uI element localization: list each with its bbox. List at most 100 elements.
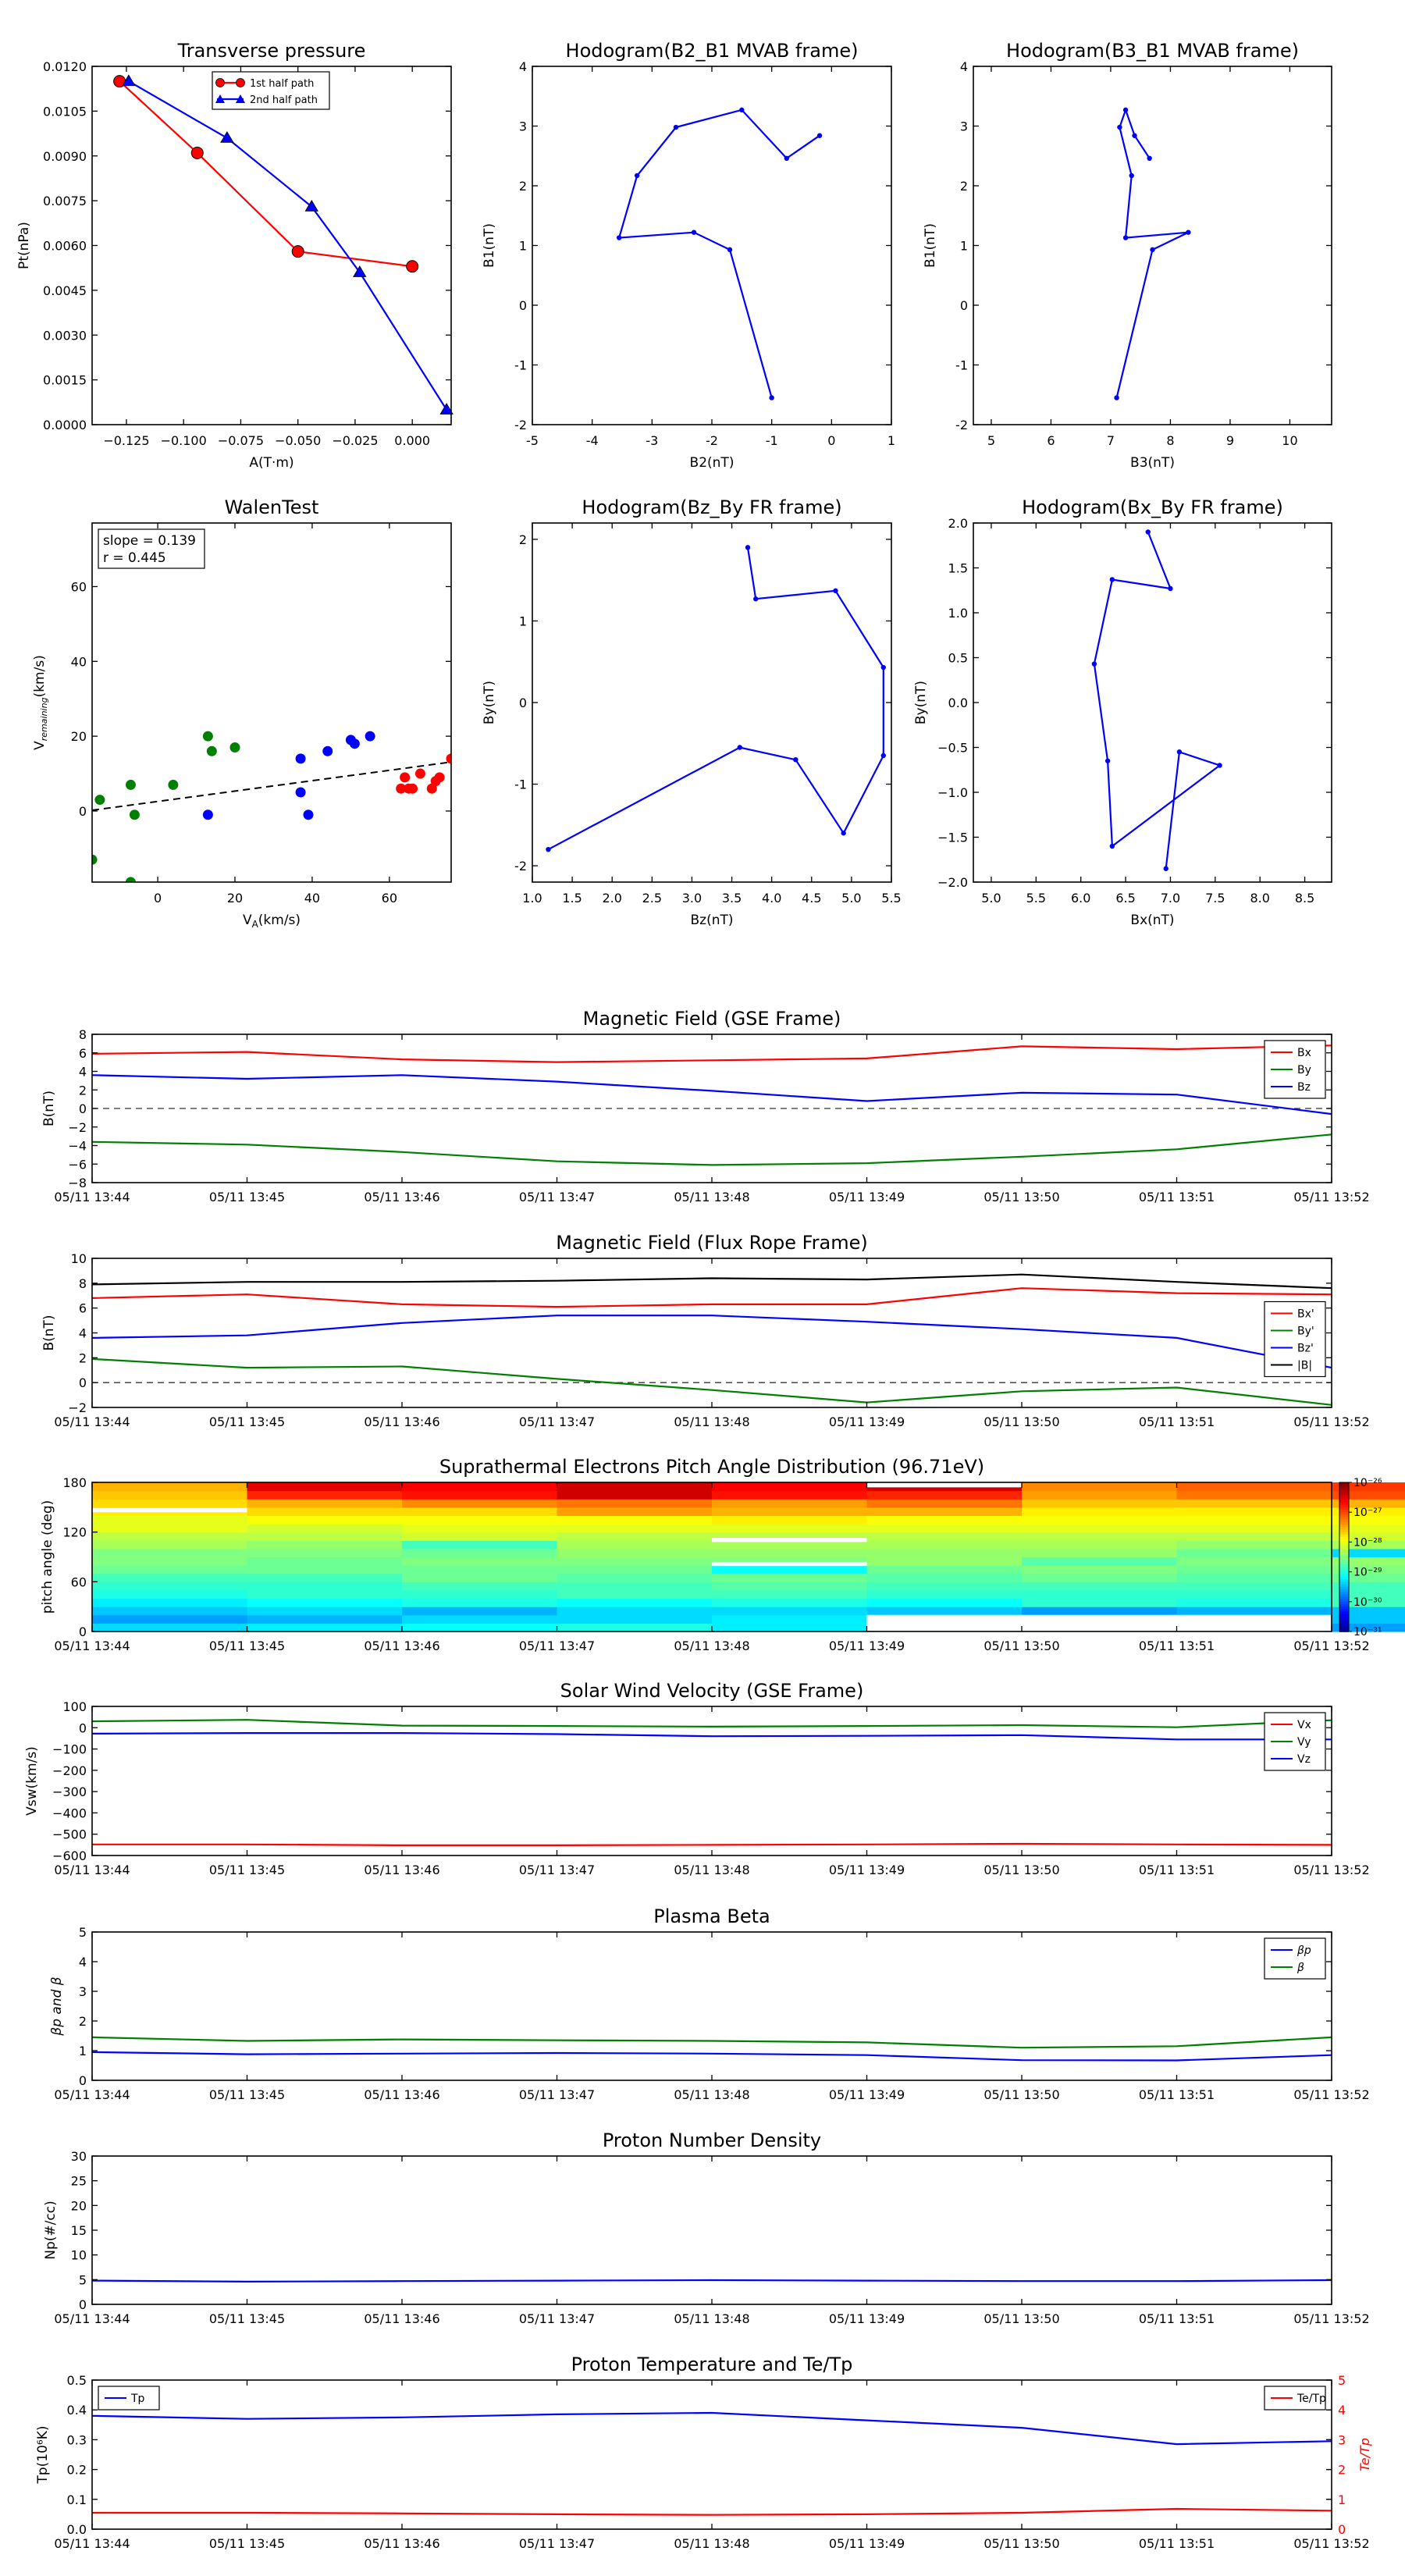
tp-legend-marker	[215, 78, 225, 87]
walen-ylabel-main: V	[32, 741, 48, 750]
h3-xtick-label: 1.5	[562, 891, 582, 906]
vel-chart: Solar Wind Velocity (GSE Frame) 05/11 13:…	[24, 1680, 1370, 1877]
h4-xtick-label: 7.5	[1205, 891, 1225, 906]
pad-colorbar-step	[1339, 1525, 1349, 1528]
walen-data-point	[407, 783, 418, 794]
walen-data-point	[446, 753, 451, 764]
pad-cell	[866, 1524, 1023, 1533]
tp-title: Transverse pressure	[177, 40, 366, 62]
np-xtick-label: 05/11 13:44	[54, 2311, 130, 2326]
pad-cell	[247, 1507, 403, 1517]
walen-plot-frame	[91, 522, 452, 883]
temp-ylabel: Tp(10⁶K)	[35, 2425, 51, 2484]
pad-colorbar-label: 10⁻²⁷	[1353, 1507, 1382, 1519]
h3-data-point	[737, 745, 742, 750]
pad-cell	[1332, 1589, 1405, 1599]
h3-series-line-0	[547, 547, 884, 851]
h1-data-point	[769, 395, 774, 400]
h1-xtick-label: -3	[646, 433, 658, 448]
pad-cell	[866, 1606, 1023, 1616]
pad-cell	[557, 1598, 713, 1607]
tp-data-point	[353, 265, 367, 277]
beta-legend-label: β	[1297, 1962, 1304, 1974]
pad-cell	[712, 1598, 868, 1607]
mag_fr-legend-label: By'	[1297, 1325, 1314, 1338]
vel-ytick-label: 0	[79, 1720, 87, 1735]
pad-colorbar-step	[1339, 1494, 1349, 1498]
pad-colorbar-step	[1339, 1609, 1349, 1613]
pad-empty-cell	[1176, 1614, 1332, 1631]
h4-series-line-0	[1093, 532, 1222, 869]
pad-cell	[1332, 1565, 1405, 1574]
pad-cell	[712, 1565, 868, 1574]
pad-cell	[92, 1490, 248, 1500]
pad-cell	[402, 1565, 558, 1574]
mag_gse-xtick-label: 05/11 13:47	[519, 1190, 595, 1204]
pad-cell	[402, 1573, 558, 1582]
mag_gse-ytick-label: −8	[68, 1176, 87, 1190]
temp-xtick-label: 05/11 13:44	[54, 2536, 130, 2551]
vel-ytick-label: 100	[62, 1699, 87, 1714]
pad-cell	[557, 1623, 713, 1632]
pad-cell	[866, 1598, 1023, 1607]
h1-data-point	[616, 235, 622, 240]
walen-xtick-label: 0	[154, 891, 162, 906]
tp-xtick-label: −0.025	[332, 433, 378, 448]
walen-fit-line	[92, 761, 451, 811]
pad-colorbar-step	[1339, 1614, 1349, 1617]
mag_gse-legend-label: Bx	[1297, 1047, 1311, 1059]
tp-xtick-label: −0.125	[103, 433, 149, 448]
pad-cell	[92, 1499, 248, 1508]
walen-data-point	[434, 772, 445, 783]
h3-ytick-label: 1	[519, 614, 527, 628]
tp-chart: Transverse pressure −0.125 −0.100 −0.075 −0.…	[16, 40, 454, 471]
mag_fr-xtick-label: 05/11 13:44	[54, 1414, 130, 1429]
h4-data-point	[1104, 758, 1111, 763]
h3-xtick-label: 5.5	[881, 891, 901, 906]
vel-xtick-label: 05/11 13:47	[519, 1863, 595, 1877]
pad-colorbar-step	[1339, 1606, 1349, 1610]
tp-data-point	[406, 260, 419, 273]
mag_gse-series-line-1	[91, 1133, 1332, 1166]
mag_fr-legend-label: |B|	[1297, 1360, 1312, 1372]
h3-data-point	[546, 846, 551, 852]
pad-cell	[92, 1606, 248, 1616]
tp-ylabel: Pt(nPa)	[16, 222, 32, 269]
np-ytick-label: 0	[79, 2297, 87, 2312]
h4-data-point	[1217, 763, 1222, 768]
pad-cell	[92, 1557, 248, 1566]
mag_gse-ytick-label: −2	[68, 1120, 87, 1135]
pad-colorbar-step	[1339, 1626, 1349, 1630]
temp-ytick-label: 0.0	[67, 2522, 87, 2537]
pad-colorbar-step	[1339, 1497, 1349, 1501]
pad-colorbar-step	[1339, 1589, 1349, 1592]
mag_fr-xtick-label: 05/11 13:45	[209, 1414, 285, 1429]
pad-colorbar-step	[1339, 1616, 1349, 1620]
h3-xlabel: Bz(nT)	[690, 913, 733, 928]
pad-cell	[402, 1540, 558, 1550]
pad-cell	[92, 1582, 248, 1591]
mag_fr-series-line-0	[91, 1287, 1332, 1308]
pad-colorbar-step	[1339, 1554, 1349, 1558]
h3-xtick-label: 2.5	[642, 891, 662, 906]
tp-plot-frame	[91, 66, 452, 425]
h4-xtick-label: 5.0	[981, 891, 1001, 906]
pad-cell	[1332, 1598, 1405, 1607]
pad-colorbar-step	[1339, 1549, 1349, 1553]
pad-cell	[1332, 1532, 1405, 1541]
pad-colorbar-step	[1339, 1584, 1349, 1588]
pad-cell	[557, 1499, 713, 1508]
pad-xtick-label: 05/11 13:51	[1139, 1638, 1215, 1653]
pad-colorbar-label: 10⁻²⁶	[1353, 1477, 1382, 1489]
np-ytick-label: 5	[79, 2272, 87, 2287]
pad-cell	[866, 1548, 1023, 1558]
pad-cell	[1176, 1515, 1332, 1525]
h1-data-point	[673, 124, 679, 130]
h2-xtick-label: 9	[1226, 433, 1234, 448]
pad-colorbar-step	[1339, 1504, 1349, 1508]
tp-data-point	[220, 131, 234, 143]
h4-xtick-label: 8.0	[1250, 891, 1269, 906]
pad-colorbar-step	[1339, 1603, 1349, 1607]
np-xtick-label: 05/11 13:52	[1293, 2311, 1369, 2326]
pad-cell	[247, 1598, 403, 1607]
